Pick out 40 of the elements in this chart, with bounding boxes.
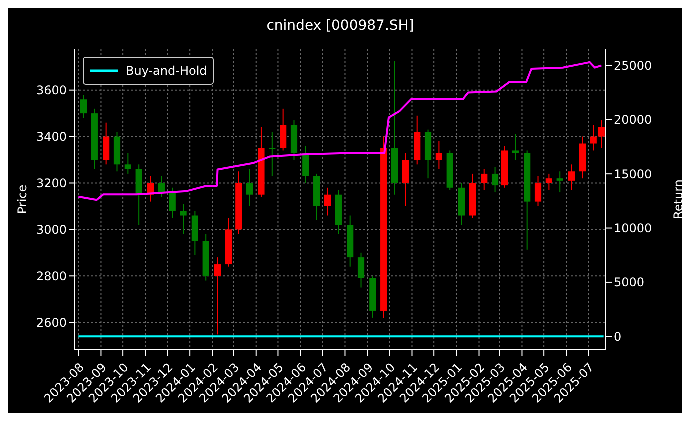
candlestick xyxy=(180,204,187,235)
y2-tick-label: 5000 xyxy=(614,276,645,290)
y-tick-label: 2600 xyxy=(36,316,67,330)
candlestick xyxy=(80,94,88,119)
candlestick xyxy=(556,171,564,194)
candlestick xyxy=(436,140,443,170)
candlestick xyxy=(534,176,542,207)
candlestick xyxy=(402,152,409,207)
chart-title: cnindex [000987.SH] xyxy=(266,18,416,34)
candlestick xyxy=(481,168,488,191)
candlestick xyxy=(546,173,552,191)
candlestick xyxy=(214,257,222,336)
y-tick-label: 2800 xyxy=(36,269,67,284)
candlestick xyxy=(358,252,365,288)
candlestick xyxy=(246,168,254,207)
y2-tick-label: 25000 xyxy=(614,58,652,73)
y2-tick-label: 20000 xyxy=(614,113,652,128)
candlestick xyxy=(302,146,310,184)
y2-tick-label: 10000 xyxy=(614,222,652,236)
candlestick xyxy=(158,176,165,198)
candlestick xyxy=(492,166,499,194)
legend-label: Buy-and-Hold xyxy=(126,64,208,78)
line-series xyxy=(78,61,603,202)
y2-tick-label: 15000 xyxy=(614,167,652,182)
y-tick-label: 3200 xyxy=(36,176,67,190)
candlestick xyxy=(324,187,332,216)
candlestick xyxy=(590,124,597,152)
y-tick-label: 3400 xyxy=(36,130,67,144)
y2-tick-label: 0 xyxy=(614,330,622,344)
candlestick xyxy=(280,108,287,152)
candlestick xyxy=(269,132,276,177)
y-tick-label: 3600 xyxy=(36,84,67,98)
candlestick xyxy=(598,120,605,149)
candlestick xyxy=(124,152,132,174)
candlestick xyxy=(103,122,110,166)
y-axis-title: Price xyxy=(15,184,30,214)
candlestick xyxy=(169,187,176,219)
candlestick xyxy=(512,134,519,161)
y-tick-label: 3000 xyxy=(36,222,67,237)
candlestick xyxy=(568,164,576,191)
